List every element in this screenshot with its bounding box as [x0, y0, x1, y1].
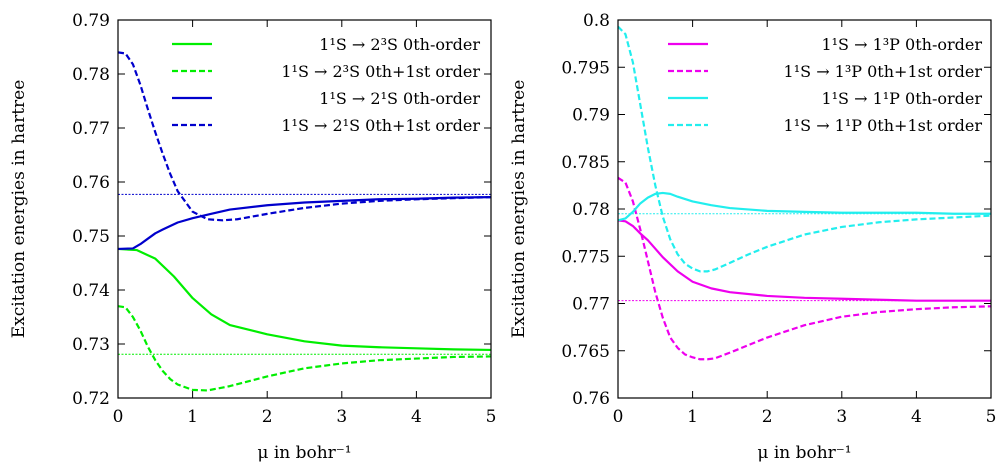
x-tick-label: 5: [986, 407, 997, 427]
series-line: [118, 305, 491, 392]
series-line: [618, 176, 991, 361]
y-tick-label: 0.77: [72, 119, 110, 139]
chart-right: 0 1 2 3 4 5 0.76 0.765 0.77 0.775 0.78 0.785 0.79 0.7…: [509, 11, 996, 463]
x-tick-label: 1: [687, 407, 698, 427]
x-axis-label: μ in bohr⁻¹: [257, 443, 351, 463]
y-tick-label: 0.775: [561, 247, 610, 267]
series-line: [618, 25, 991, 273]
legend-entry: 1¹S → 1³P 0th-order: [821, 35, 982, 54]
y-tick-label: 0.765: [561, 342, 610, 362]
x-tick-label: 1: [187, 407, 198, 427]
y-tick-label: 0.79: [72, 11, 110, 31]
y-tick-label: 0.785: [561, 153, 610, 173]
y-tick-label: 0.74: [72, 281, 110, 301]
y-axis-label: Excitation energies in hartree: [509, 80, 529, 339]
legend-entry: 1¹S → 2³S 0th-order: [319, 35, 480, 54]
x-tick-label: 5: [486, 407, 497, 427]
y-tick-label: 0.79: [572, 106, 610, 126]
y-tick-label: 0.77: [572, 295, 610, 315]
y-tick-label: 0.73: [72, 335, 110, 355]
legend-entry: 1¹S → 1¹P 0th-order: [821, 89, 982, 108]
legend-entry: 1¹S → 2¹S 0th+1st order: [281, 116, 480, 135]
x-tick-label: 0: [613, 407, 624, 427]
y-tick-label: 0.8: [583, 11, 610, 31]
x-tick-label: 3: [836, 407, 847, 427]
x-tick-label: 3: [336, 407, 347, 427]
x-tick-label: 2: [762, 407, 773, 427]
series-line: [618, 219, 991, 302]
chart-left: 0 1 2 3 4 5 0.72 0.73 0.74 0.75 0.76 0.77 0.78 0.79 μ …: [9, 11, 496, 463]
legend-entry: 1¹S → 2¹S 0th-order: [319, 89, 480, 108]
y-tick-label: 0.78: [572, 200, 610, 220]
y-tick-label: 0.72: [72, 389, 110, 409]
x-tick-label: 4: [911, 407, 922, 427]
y-tick-label: 0.78: [72, 65, 110, 85]
x-axis-label: μ in bohr⁻¹: [757, 443, 851, 463]
legend-entry: 1¹S → 1¹P 0th+1st order: [784, 116, 983, 135]
y-axis-label: Excitation energies in hartree: [9, 80, 29, 339]
y-tick-label: 0.75: [72, 227, 110, 247]
legend-entry: 1¹S → 1³P 0th+1st order: [784, 62, 983, 81]
y-tick-label: 0.76: [572, 389, 610, 409]
legend-entry: 1¹S → 2³S 0th+1st order: [281, 62, 480, 81]
series-line: [118, 196, 491, 251]
series-line: [118, 247, 491, 352]
y-tick-label: 0.795: [561, 58, 610, 78]
x-tick-label: 4: [411, 407, 422, 427]
series-line: [618, 191, 991, 222]
y-tick-label: 0.76: [72, 173, 110, 193]
x-tick-label: 2: [262, 407, 273, 427]
series-line: [118, 51, 491, 222]
x-tick-label: 0: [113, 407, 124, 427]
plot-frame: [117, 19, 492, 399]
